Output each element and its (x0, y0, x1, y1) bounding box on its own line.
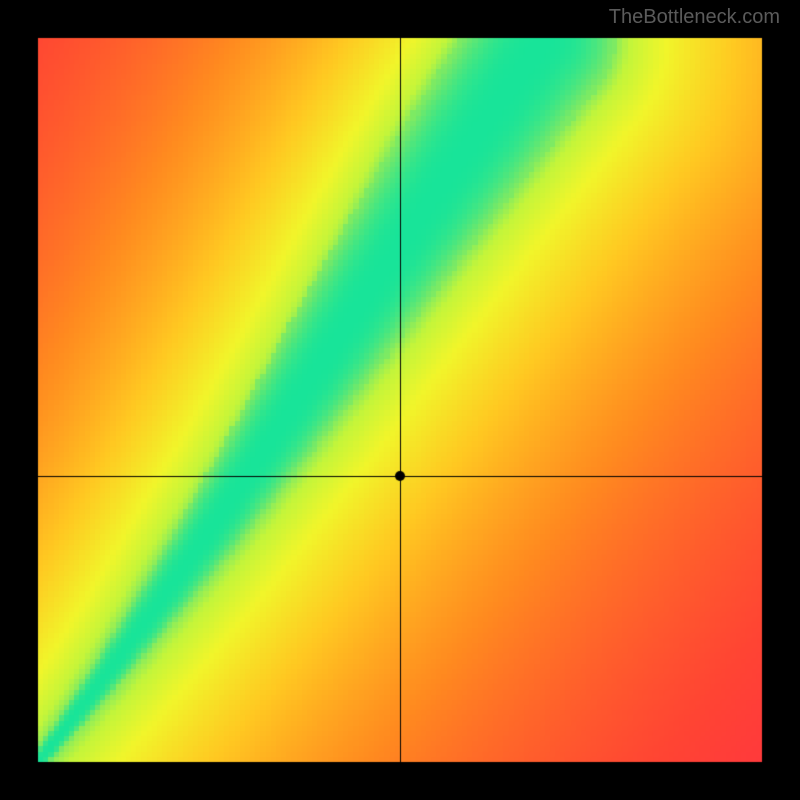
heatmap-canvas (0, 0, 800, 800)
watermark-label: TheBottleneck.com (609, 6, 780, 29)
chart-wrapper: TheBottleneck.com (0, 0, 800, 800)
